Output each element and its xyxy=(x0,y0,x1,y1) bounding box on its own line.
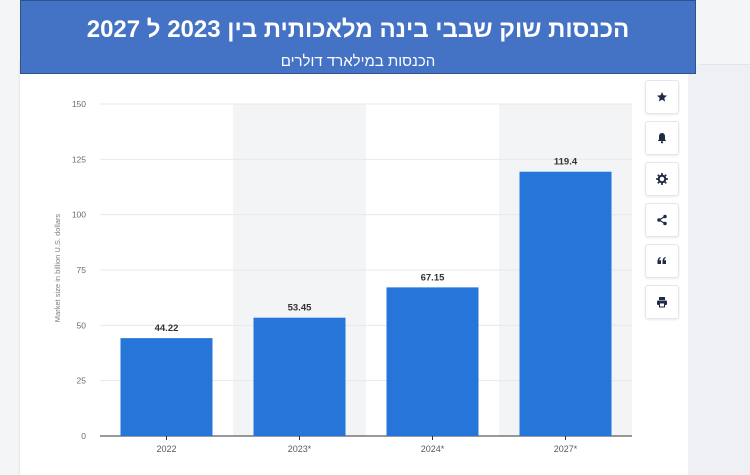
y-tick-label: 25 xyxy=(77,376,87,386)
y-axis-title: Market size in billion U.S. dollars xyxy=(53,214,62,323)
y-tick-label: 100 xyxy=(72,210,86,220)
notification-button[interactable] xyxy=(645,121,679,155)
data-label: 53.45 xyxy=(288,303,312,314)
page-side-panel xyxy=(688,64,750,475)
x-tick-label: 2027* xyxy=(554,444,578,454)
star-icon xyxy=(657,92,667,102)
data-label: 67.15 xyxy=(421,272,445,283)
settings-button[interactable] xyxy=(645,162,679,196)
y-tick-label: 150 xyxy=(72,99,86,109)
bar xyxy=(120,338,213,436)
print-icon xyxy=(657,297,667,308)
x-tick-label: 2023* xyxy=(288,444,312,454)
y-tick-label: 0 xyxy=(81,431,86,441)
divider xyxy=(700,64,750,65)
y-tick-label: 75 xyxy=(77,265,87,275)
print-button[interactable] xyxy=(645,285,679,319)
bar xyxy=(386,287,479,436)
y-tick-label: 125 xyxy=(72,154,86,164)
gear-icon xyxy=(656,173,668,185)
share-icon xyxy=(657,214,667,226)
cite-button[interactable] xyxy=(645,244,679,278)
y-tick-label: 50 xyxy=(77,320,87,330)
bar xyxy=(519,171,612,436)
data-label: 119.4 xyxy=(554,157,578,168)
x-tick-label: 2024* xyxy=(421,444,445,454)
bell-icon xyxy=(657,133,667,144)
quote-icon xyxy=(657,257,666,264)
share-button[interactable] xyxy=(645,203,679,237)
favorite-button[interactable] xyxy=(645,80,679,114)
data-label: 44.22 xyxy=(155,323,179,334)
bar xyxy=(253,317,346,436)
x-tick-label: 2022 xyxy=(156,444,176,454)
page-subtitle: הכנסות במילארד דולרים xyxy=(280,53,436,70)
chart-toolbar xyxy=(645,80,679,326)
page-title: הכנסות שוק שבבי בינה מלאכותית בין 2023 ל… xyxy=(86,16,630,43)
header-banner: הכנסות שוק שבבי בינה מלאכותית בין 2023 ל… xyxy=(20,0,696,74)
